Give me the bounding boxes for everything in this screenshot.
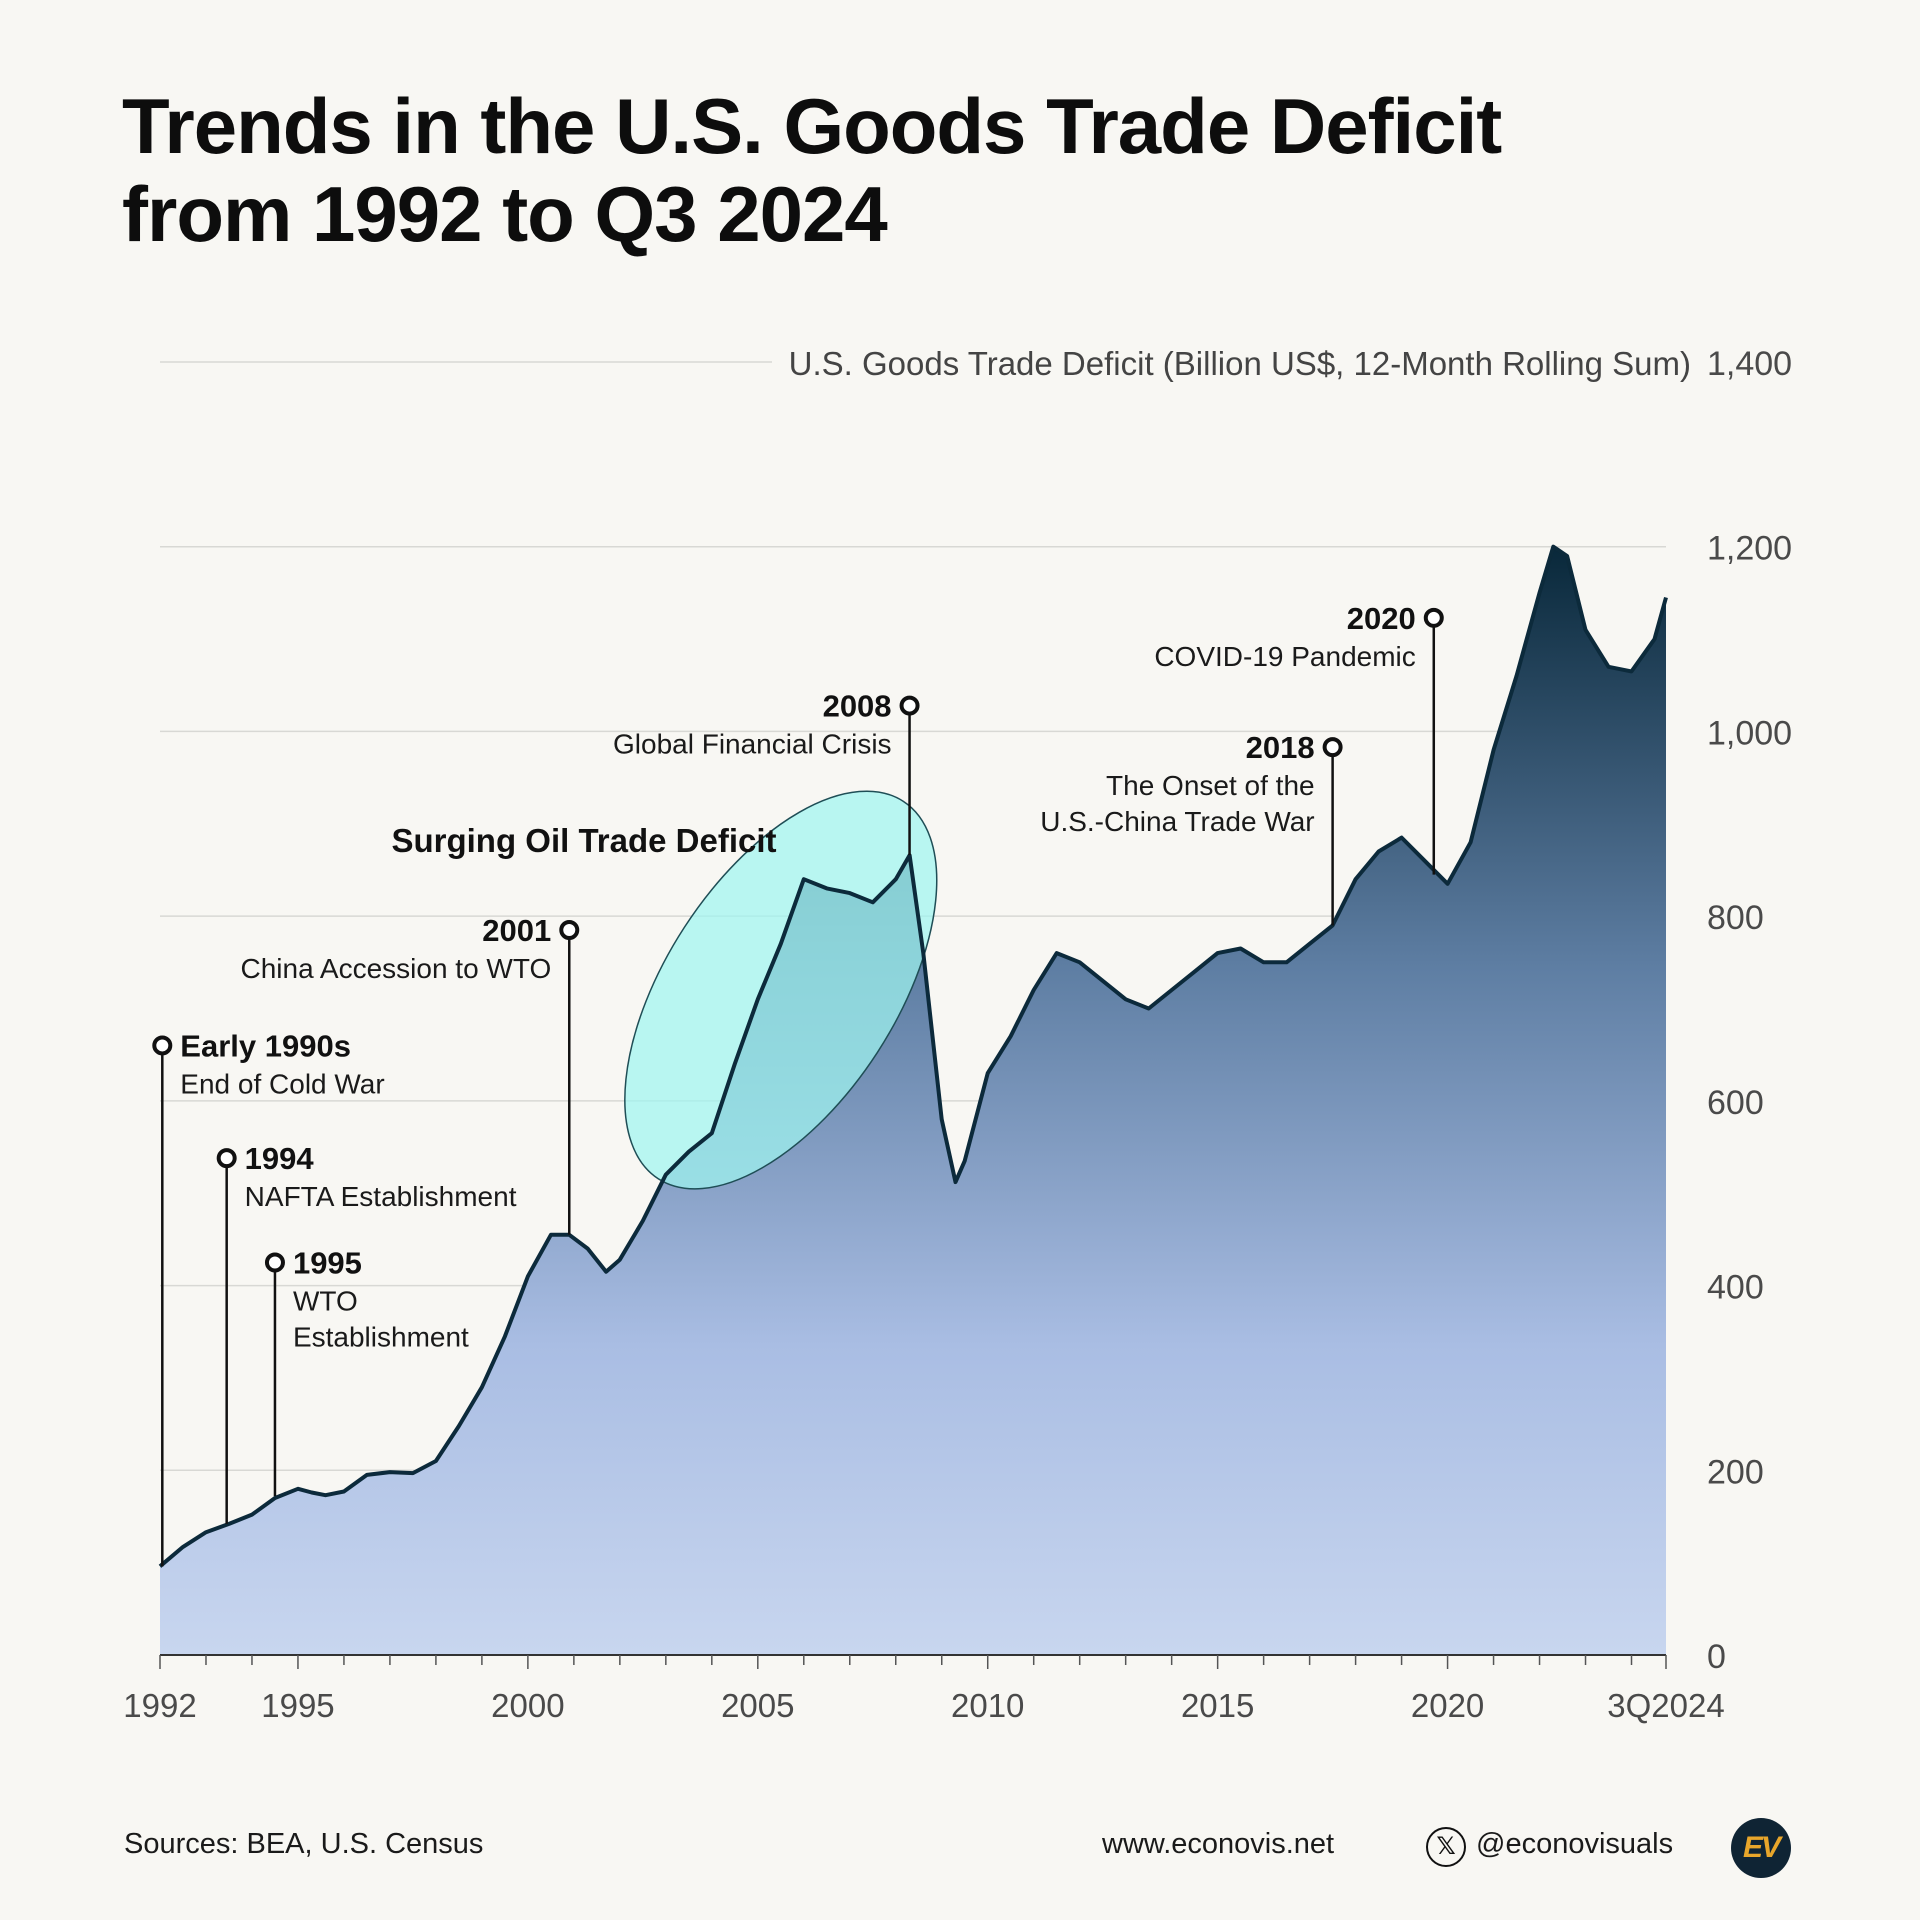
event-year-2: 1995 xyxy=(293,1245,362,1280)
event-year-4: 2008 xyxy=(823,689,892,724)
x-tick-label-0: 1992 xyxy=(123,1687,196,1724)
event-label-5-1: U.S.-China Trade War xyxy=(1040,806,1314,837)
event-year-0: Early 1990s xyxy=(180,1028,351,1063)
website-link[interactable]: www.econovis.net xyxy=(1102,1828,1335,1860)
x-tick-label-1: 1995 xyxy=(261,1687,334,1724)
event-label-2-1: Establishment xyxy=(293,1321,469,1352)
x-tick-label-2: 2000 xyxy=(491,1687,564,1724)
event-label-6-0: COVID-19 Pandemic xyxy=(1154,641,1415,672)
event-year-1: 1994 xyxy=(245,1141,315,1176)
event-label-3-0: China Accession to WTO xyxy=(241,953,552,984)
event-year-5: 2018 xyxy=(1246,730,1315,765)
x-tick-label-4: 2010 xyxy=(951,1687,1024,1724)
chart-title-line1: Trends in the U.S. Goods Trade Deficit xyxy=(122,82,1502,170)
event-year-6: 2020 xyxy=(1347,601,1416,636)
event-marker-4 xyxy=(899,695,920,716)
event-marker-3 xyxy=(559,919,580,940)
event-marker-2 xyxy=(264,1252,285,1273)
y-tick-label-7: 1,400 xyxy=(1707,345,1792,383)
highlight-label: Surging Oil Trade Deficit xyxy=(391,822,776,859)
chart-title: Trends in the U.S. Goods Trade Deficit f… xyxy=(122,82,1502,258)
event-marker-1 xyxy=(216,1148,237,1169)
event-label-2-0: WTO xyxy=(293,1285,358,1316)
y-tick-label-2: 400 xyxy=(1707,1269,1764,1307)
sources-note: Sources: BEA, U.S. Census xyxy=(124,1828,484,1860)
event-label-5-0: The Onset of the xyxy=(1106,770,1315,801)
deficit-line xyxy=(158,544,1668,1568)
x-tick-label-6: 2020 xyxy=(1411,1687,1484,1724)
econovis-logo: EV xyxy=(1731,1818,1791,1878)
x-tick-label-5: 2015 xyxy=(1181,1687,1254,1724)
event-label-1-0: NAFTA Establishment xyxy=(245,1181,517,1212)
social-handle[interactable]: @econovisuals xyxy=(1476,1828,1674,1860)
event-label-0-0: End of Cold War xyxy=(180,1068,384,1099)
y-tick-label-1: 200 xyxy=(1707,1453,1764,1491)
event-marker-6 xyxy=(1423,607,1444,628)
oil-deficit-highlight xyxy=(624,790,938,1190)
event-year-3: 2001 xyxy=(482,913,551,948)
y-axis-title: U.S. Goods Trade Deficit (Billion US$, 1… xyxy=(789,345,1691,382)
y-tick-label-3: 600 xyxy=(1707,1084,1764,1122)
event-label-4-0: Global Financial Crisis xyxy=(613,729,892,760)
deficit-area xyxy=(160,546,1666,1656)
y-tick-label-4: 800 xyxy=(1707,899,1764,937)
chart-title-line2: from 1992 to Q3 2024 xyxy=(122,170,888,258)
event-marker-5 xyxy=(1322,737,1343,758)
event-marker-0 xyxy=(152,1035,173,1056)
x-tick-label-7: 3Q2024 xyxy=(1607,1687,1724,1724)
x-tick-label-3: 2005 xyxy=(721,1687,794,1724)
y-tick-label-5: 1,000 xyxy=(1707,714,1792,752)
y-tick-label-6: 1,200 xyxy=(1707,530,1792,568)
y-tick-label-0: 0 xyxy=(1707,1638,1726,1676)
x-logo-icon: 𝕏 xyxy=(1426,1827,1466,1867)
